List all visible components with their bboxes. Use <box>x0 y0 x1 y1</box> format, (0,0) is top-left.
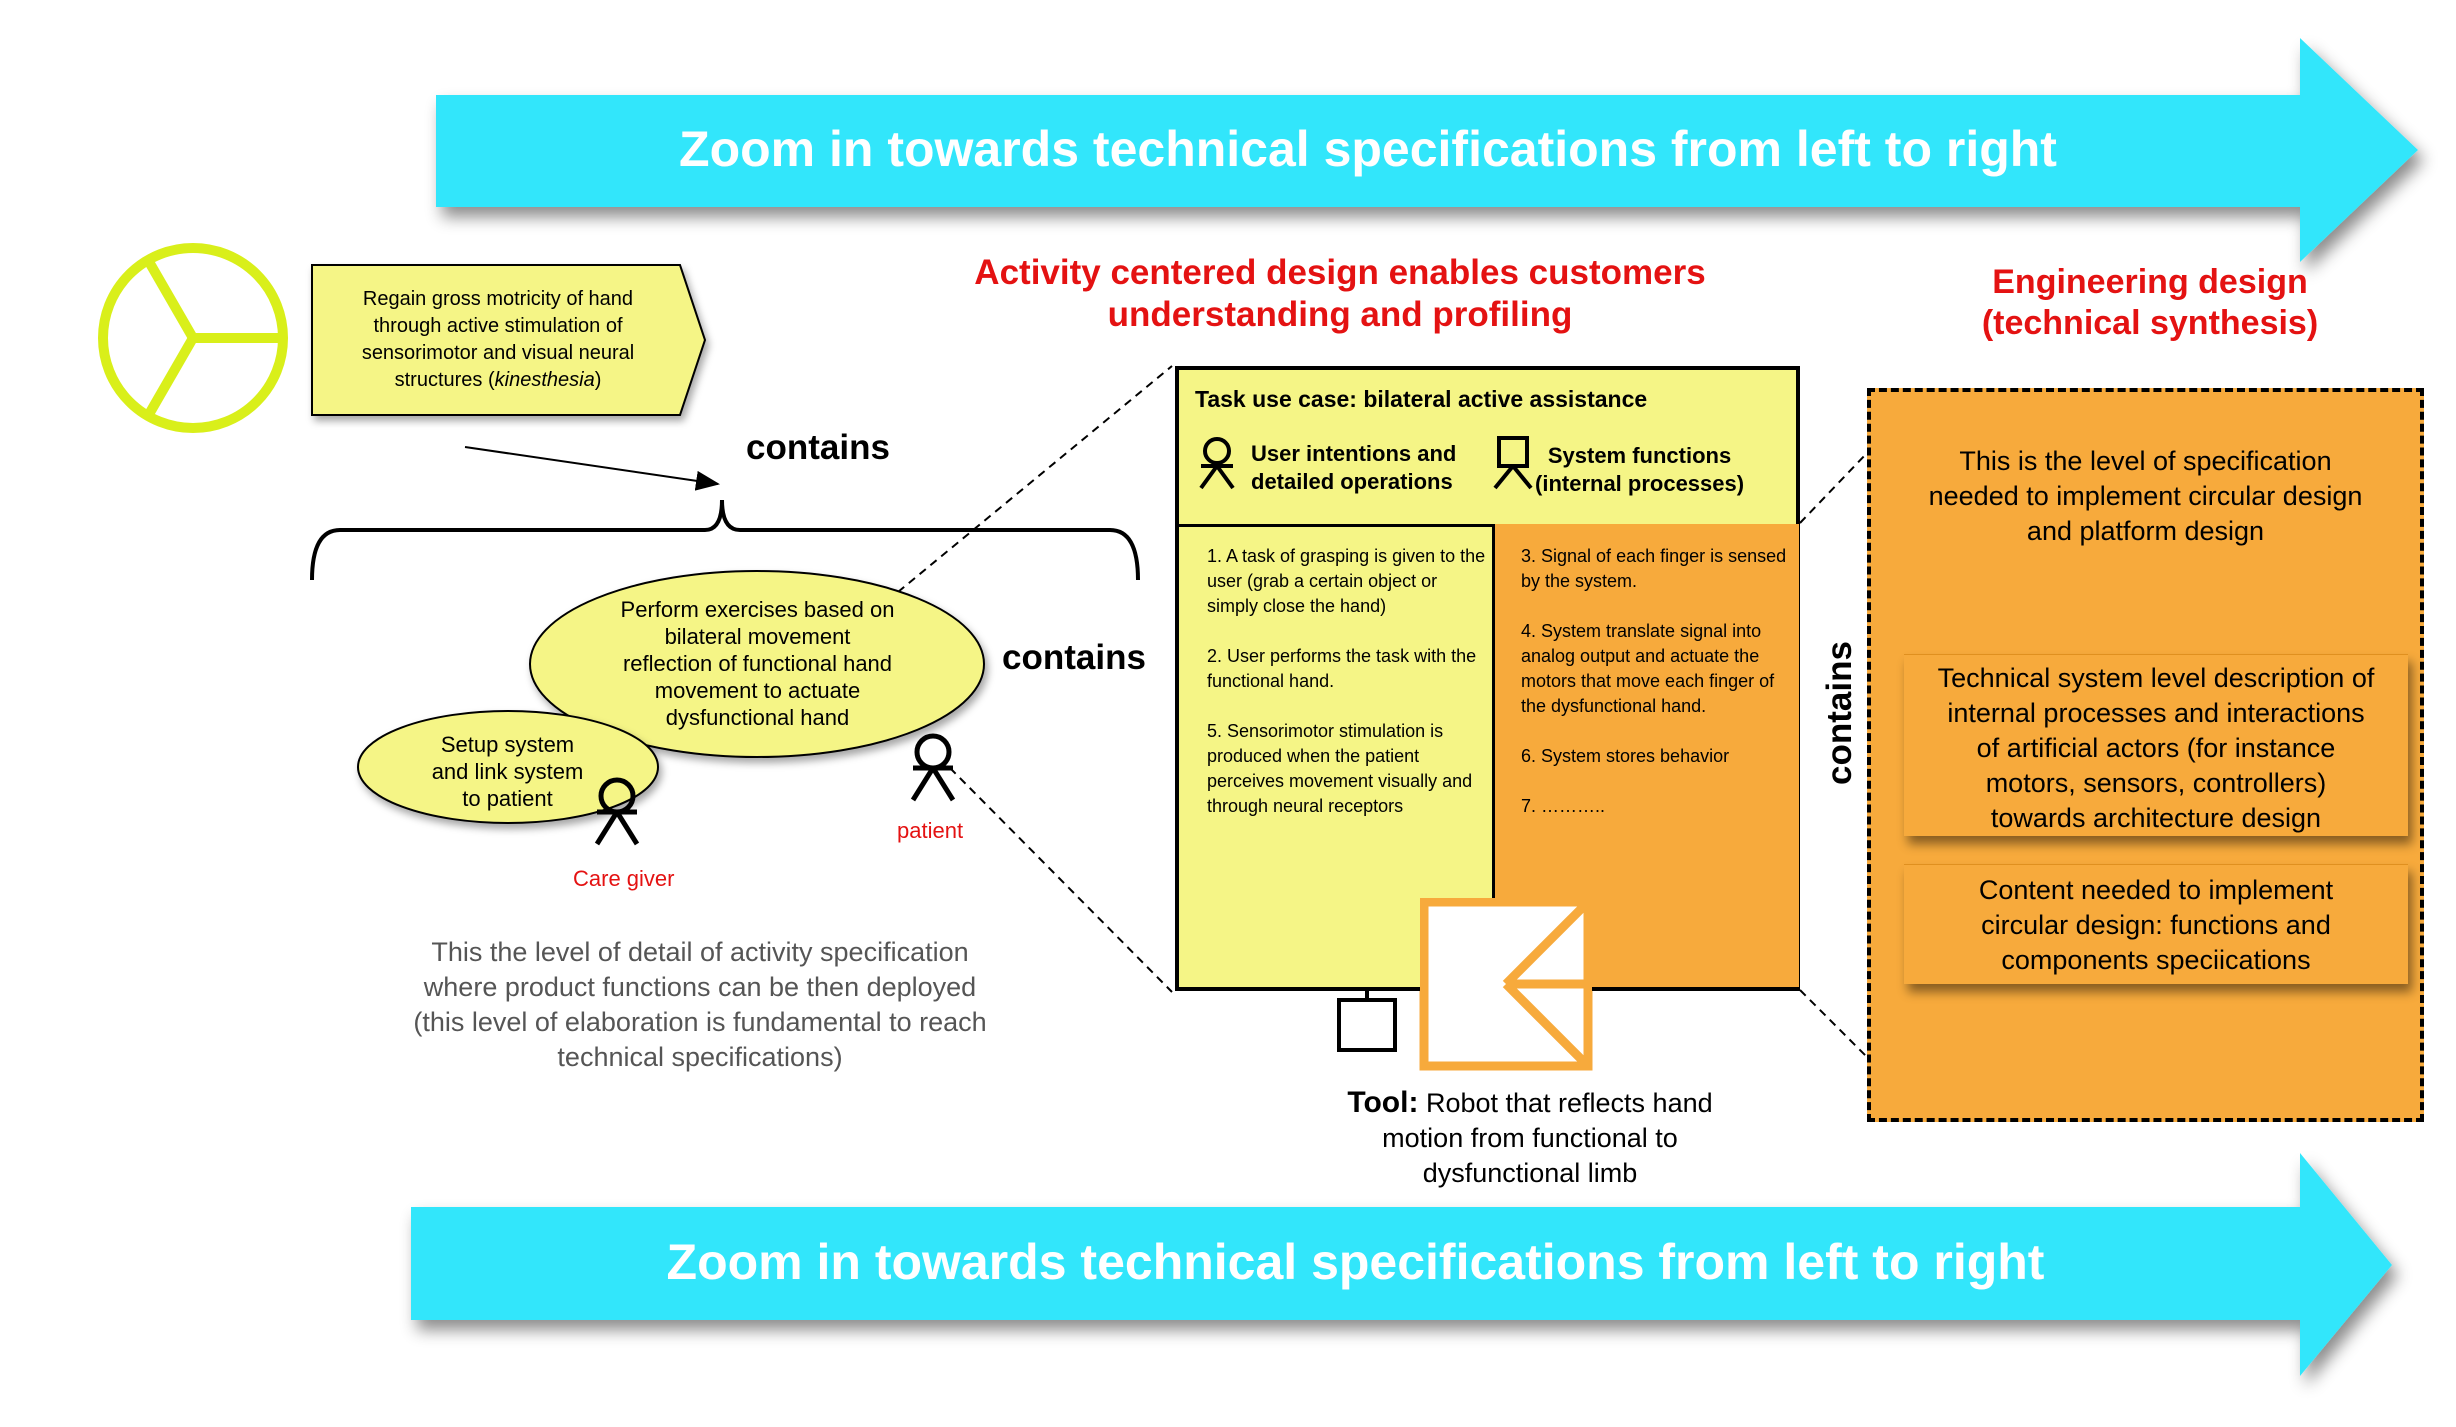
top-zoom-arrow <box>436 38 2418 262</box>
use-case-setup <box>357 710 659 824</box>
care-giver-actor-icon <box>594 777 640 846</box>
kinesthesia-term: kinesthesia <box>494 369 595 391</box>
task-use-case-box: Task use case: bilateral active assistan… <box>1175 366 1800 991</box>
goal-circle-icon <box>98 243 288 433</box>
bottom-arrow-label: Zoom in towards technical specifications… <box>666 1234 2045 1290</box>
user-actor-icon <box>1199 437 1235 490</box>
use-case-setup-text: Setup system and link system to patient <box>431 732 584 811</box>
tool-label: Tool: <box>1347 1086 1419 1119</box>
use-case-exercises-text: Perform exercises based on bilateral mov… <box>620 597 895 730</box>
activity-title-line1: Activity centered design enables custome… <box>974 253 1706 292</box>
user-column-head: User intentions and detailed operations <box>1251 441 1457 494</box>
engineering-title: Engineering design (technical synthesis) <box>1900 262 2400 344</box>
engineering-title-line2: (technical synthesis) <box>1981 303 2319 342</box>
goal-text: Regain gross motricity of hand through a… <box>318 286 678 394</box>
dashed-connector-upper <box>897 365 1173 593</box>
task-header: Task use case: bilateral active assistan… <box>1179 370 1796 527</box>
list-item: 4. System translate signal into analog o… <box>1521 621 1775 716</box>
list-item: 7. ……….. <box>1521 796 1606 816</box>
goal-line1: Regain gross motricity of hand <box>362 288 634 310</box>
engineering-title-line1: Engineering design <box>1992 263 2308 301</box>
content-needed-card: Content needed to implement circular des… <box>1904 864 2408 984</box>
system-actor-icon <box>1493 436 1533 490</box>
contains-label-top: contains <box>746 428 890 467</box>
engineering-intro: This is the level of specification neede… <box>1928 446 2363 546</box>
activity-detail-note: This the level of detail of activity spe… <box>413 937 987 1072</box>
patient-actor-icon <box>910 733 956 802</box>
task-title: Task use case: bilateral active assistan… <box>1195 386 1648 412</box>
tool-line1: Tool: Robot that reflects hand <box>1347 1086 1713 1119</box>
care-giver-label: Care giver <box>573 866 675 891</box>
engineering-design-box: This is the level of specification neede… <box>1867 388 2424 1122</box>
list-item: 3. Signal of each finger is sensed by th… <box>1521 546 1787 591</box>
top-arrow-label: Zoom in towards technical specifications… <box>679 121 2057 177</box>
goal-shape <box>311 264 707 416</box>
system-column-head: System functions (internal processes) <box>1535 443 1745 496</box>
contains-label-mid: contains <box>1002 638 1146 677</box>
contains-label-vertical: contains <box>1820 641 1859 785</box>
bottom-zoom-arrow <box>411 1153 2392 1376</box>
activity-title-line2: understanding and profiling <box>1107 295 1573 334</box>
curly-brace <box>310 499 1140 581</box>
technical-system-card: Technical system level description of in… <box>1904 654 2408 836</box>
patient-label: patient <box>897 818 964 843</box>
tool-line3: dysfunctional limb <box>1422 1158 1638 1188</box>
list-item: 2. User performs the task with the funct… <box>1207 646 1477 691</box>
dashed-connector-eng-upper <box>1799 451 1869 524</box>
list-item: 1. A task of grasping is given to the us… <box>1207 546 1486 616</box>
list-item: 6. System stores behavior <box>1521 746 1730 766</box>
tool-description: Tool: Robot that reflects hand motion fr… <box>1300 1085 1760 1191</box>
system-operations-list: 3. Signal of each finger is sensed by th… <box>1521 544 1791 844</box>
activity-title: Activity centered design enables custome… <box>930 252 1750 336</box>
dashed-connector-lower <box>949 767 1173 993</box>
dashed-connector-eng-lower <box>1799 989 1869 1059</box>
goal-line3: sensorimotor and visual neural <box>361 342 635 364</box>
orange-square-symbol-overlay <box>1420 898 1592 1070</box>
goal-to-brace-arrow <box>464 446 720 491</box>
list-item: 5. Sensorimotor stimulation is produced … <box>1207 721 1473 816</box>
use-case-exercises <box>529 570 985 758</box>
user-operations-list: 1. A task of grasping is given to the us… <box>1207 544 1487 844</box>
goal-line4: structures (kinesthesia) <box>394 369 602 391</box>
goal-line2: through active stimulation of <box>373 315 623 337</box>
tool-line2: motion from functional to <box>1382 1123 1678 1153</box>
